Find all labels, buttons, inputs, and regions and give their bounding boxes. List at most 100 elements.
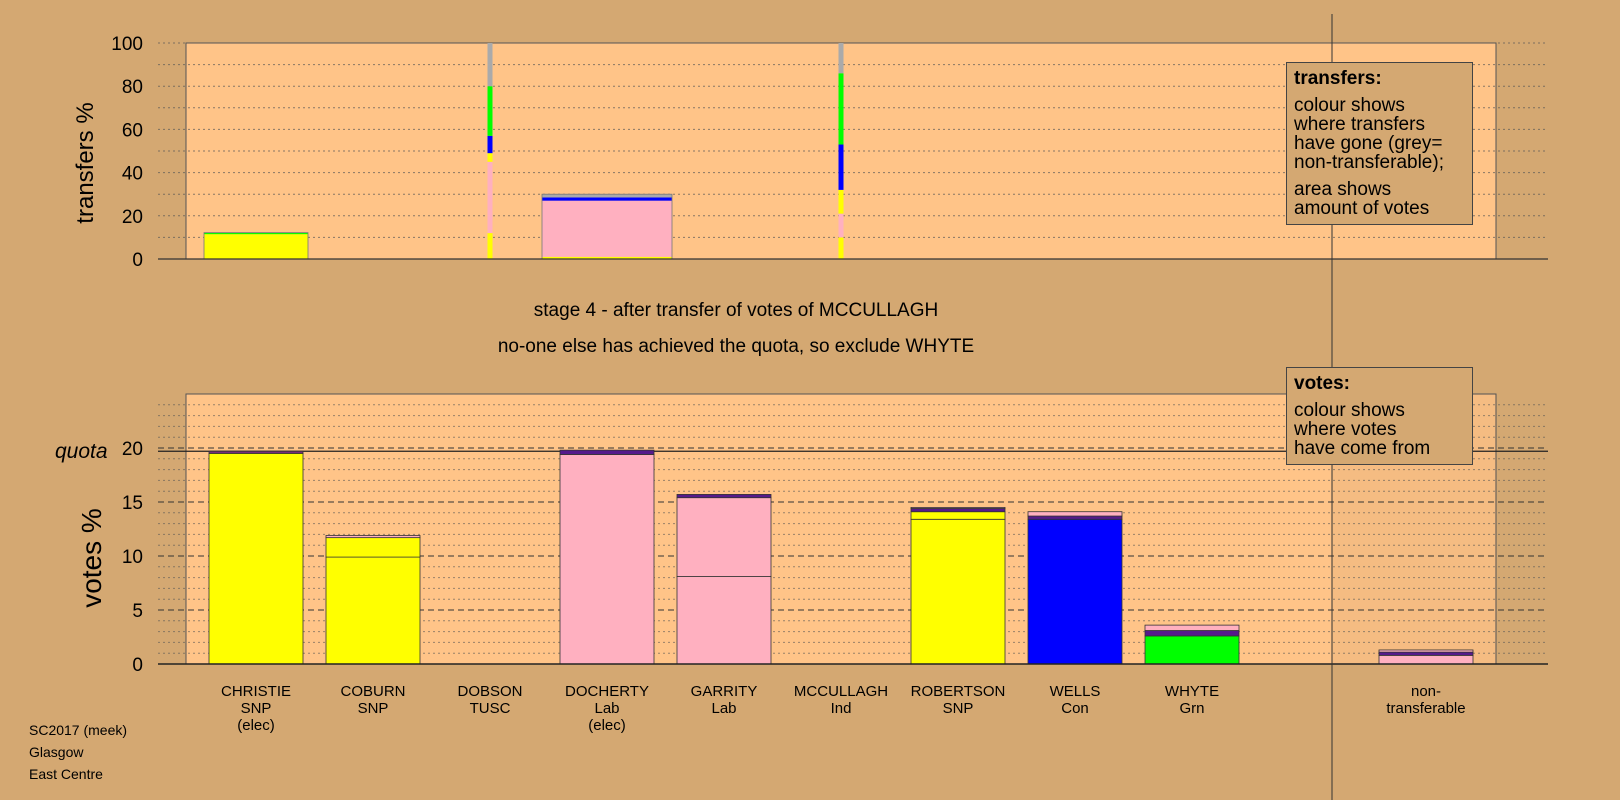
transfer-segment bbox=[204, 232, 308, 235]
vote-segment bbox=[325, 537, 421, 558]
vote-bars bbox=[208, 449, 1474, 665]
votes-legend-line: where votes bbox=[1294, 419, 1397, 440]
transfers-legend-line: where transfers bbox=[1294, 114, 1425, 135]
transfers-tick-label: 20 bbox=[122, 207, 143, 228]
candidate-party: Con bbox=[1061, 700, 1089, 717]
candidate-label-robertson: ROBERTSON SNP bbox=[898, 683, 1018, 717]
transfers-tick-label: 40 bbox=[122, 164, 143, 185]
candidate-label-nontransferable: non- transferable bbox=[1366, 683, 1486, 717]
nontransferable-line: transferable bbox=[1386, 700, 1466, 717]
transfer-segment bbox=[204, 234, 308, 259]
candidate-label-whyte: WHYTE Grn bbox=[1132, 683, 1252, 717]
vote-segment bbox=[1027, 515, 1123, 520]
vote-segment bbox=[910, 506, 1006, 509]
transfer-line-segment bbox=[838, 213, 844, 238]
vote-segment bbox=[1144, 635, 1240, 665]
candidate-name: CHRISTIE bbox=[220, 683, 291, 700]
footer-ward: East Centre bbox=[29, 766, 103, 782]
transfers-legend-line: have gone (grey= bbox=[1294, 133, 1443, 154]
transfers-legend-head: transfers: bbox=[1294, 68, 1382, 89]
candidate-party: Grn bbox=[1179, 700, 1205, 717]
votes-legend-line: colour shows bbox=[1294, 400, 1405, 421]
transfer-line-segment bbox=[838, 144, 844, 190]
transfers-legend-line: colour shows bbox=[1294, 95, 1405, 116]
vote-segment bbox=[325, 556, 421, 665]
vote-segment bbox=[559, 454, 655, 665]
vote-segment bbox=[208, 452, 304, 665]
transfer-line-segment bbox=[487, 153, 493, 162]
candidate-name: WHYTE bbox=[1164, 683, 1220, 700]
transfer-line-segment bbox=[487, 43, 493, 87]
transfers-legend: transfers: colour shows where transfers … bbox=[1286, 62, 1473, 225]
vote-segment bbox=[676, 576, 772, 665]
vote-segment bbox=[1378, 649, 1474, 653]
candidate-party: SNP bbox=[240, 700, 272, 717]
vote-segment bbox=[910, 518, 1006, 665]
candidate-name: MCCULLAGH bbox=[793, 683, 889, 700]
transfer-segment bbox=[542, 200, 672, 257]
candidate-name: GARRITY bbox=[690, 683, 758, 700]
quota-label: quota bbox=[55, 440, 108, 463]
transfers-tick-label: 100 bbox=[111, 34, 143, 55]
vote-segment bbox=[1378, 651, 1474, 656]
vote-segment bbox=[208, 450, 304, 454]
transfers-legend-line: area shows bbox=[1294, 179, 1392, 200]
votes-tick-label: 0 bbox=[132, 655, 143, 676]
candidate-party: TUSC bbox=[469, 700, 511, 717]
candidate-party: SNP bbox=[357, 700, 389, 717]
transfer-line-segment bbox=[838, 189, 844, 214]
vote-segment bbox=[910, 508, 1006, 513]
votes-axis-title: votes % bbox=[76, 508, 107, 608]
candidate-status: (elec) bbox=[237, 717, 275, 734]
candidate-name: DOCHERTY bbox=[565, 683, 649, 700]
footer-election: SC2017 (meek) bbox=[29, 722, 128, 738]
votes-legend-head: votes: bbox=[1294, 373, 1350, 394]
stage-title: stage 4 - after transfer of votes of MCC… bbox=[533, 300, 939, 321]
candidate-label-coburn: COBURN SNP bbox=[313, 683, 433, 717]
transfer-line-segment bbox=[838, 43, 844, 74]
candidate-name: COBURN bbox=[340, 683, 406, 700]
vote-segment bbox=[1027, 511, 1123, 517]
candidate-party: Lab bbox=[594, 700, 620, 717]
vote-segment bbox=[676, 497, 772, 577]
candidate-status: (elec) bbox=[588, 717, 626, 734]
transfers-tick-label: 80 bbox=[122, 77, 143, 98]
candidate-label-dobson: DOBSON TUSC bbox=[430, 683, 550, 717]
candidate-label-docherty: DOCHERTY Lab (elec) bbox=[547, 683, 667, 734]
transfer-segment bbox=[542, 256, 672, 259]
vote-segment bbox=[1027, 518, 1123, 665]
candidate-name: DOBSON bbox=[457, 683, 523, 700]
votes-tick-label: 5 bbox=[132, 601, 143, 622]
transfer-bars bbox=[203, 43, 844, 260]
stage-note: no-one else has achieved the quota, so e… bbox=[497, 336, 975, 357]
votes-tick-label: 10 bbox=[122, 547, 143, 568]
candidate-party: Ind bbox=[830, 700, 852, 717]
votes-tick-label: 15 bbox=[122, 493, 143, 514]
candidate-label-garrity: GARRITY Lab bbox=[664, 683, 784, 717]
votes-legend: votes: colour shows where votes have com… bbox=[1286, 367, 1473, 465]
transfer-segment bbox=[542, 194, 672, 198]
votes-legend-line: have come from bbox=[1294, 438, 1431, 459]
footer-council: Glasgow bbox=[29, 744, 84, 760]
candidate-label-christie: CHRISTIE SNP (elec) bbox=[196, 683, 316, 734]
vote-segment bbox=[325, 535, 421, 539]
transfer-segment bbox=[542, 197, 672, 201]
transfers-tick-label: 60 bbox=[122, 120, 143, 141]
axes: 0 20 40 60 80 100 0 5 10 15 20 bbox=[111, 34, 1548, 676]
candidate-name: WELLS bbox=[1049, 683, 1101, 700]
votes-tick-label: 20 bbox=[122, 439, 143, 460]
transfers-legend-line: amount of votes bbox=[1294, 198, 1430, 219]
candidate-name: ROBERTSON bbox=[910, 683, 1006, 700]
transfers-legend-line: non-transferable); bbox=[1294, 152, 1444, 173]
transfer-line-segment bbox=[838, 237, 844, 259]
candidate-party: Lab bbox=[711, 700, 737, 717]
candidate-label-mccullagh: MCCULLAGH Ind bbox=[781, 683, 901, 717]
vote-segment bbox=[676, 494, 772, 499]
transfer-line-segment bbox=[487, 86, 493, 136]
transfers-axis-title: transfers % bbox=[72, 102, 99, 223]
candidate-party: SNP bbox=[942, 700, 974, 717]
transfer-line-segment bbox=[487, 233, 493, 259]
transfers-grid bbox=[158, 42, 1548, 238]
transfer-line-segment bbox=[487, 135, 493, 154]
